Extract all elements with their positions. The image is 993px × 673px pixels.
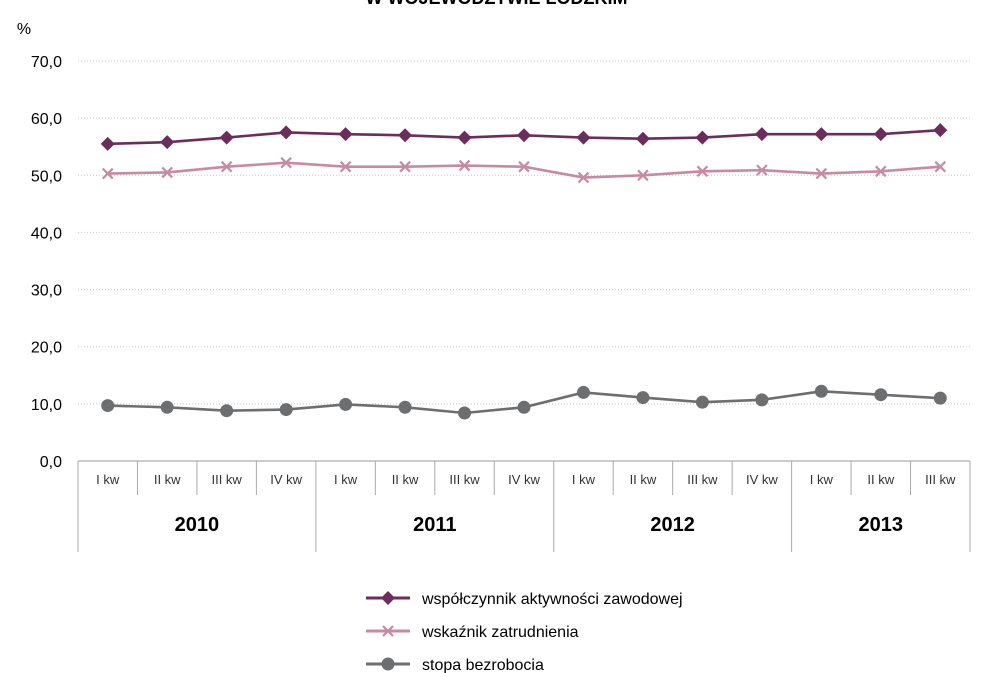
data-point	[695, 130, 710, 145]
legend-label: współczynnik aktywności zawodowej	[421, 591, 683, 608]
data-point	[101, 399, 115, 413]
y-tick-label: 60,0	[31, 111, 62, 128]
data-point	[576, 130, 591, 145]
legend-item: wskaźnik zatrudnienia	[366, 624, 579, 641]
legend-label: stopa bezrobocia	[422, 657, 544, 673]
data-point	[339, 397, 353, 411]
data-point	[100, 136, 115, 151]
x-tick-label: I kw	[334, 472, 358, 487]
x-tick-label: III kw	[687, 472, 718, 487]
x-tick-label: I kw	[810, 472, 834, 487]
data-point	[635, 131, 650, 146]
legend-marker	[382, 625, 394, 637]
y-tick-label: 30,0	[31, 283, 62, 300]
x-tick-label: III kw	[925, 472, 956, 487]
y-axis-unit-label: %	[17, 21, 31, 38]
data-point	[220, 404, 234, 418]
data-point	[458, 406, 472, 420]
x-group-label: 2012	[650, 514, 695, 536]
legend-marker	[381, 657, 395, 671]
data-point	[933, 391, 947, 405]
chart-title: W WOJEWÓDZTWIE ŁÓDZKIM	[0, 0, 993, 9]
data-point	[636, 391, 650, 405]
series-2	[101, 156, 947, 184]
y-tick-label: 40,0	[31, 225, 62, 242]
data-point	[637, 169, 649, 182]
data-point	[934, 160, 947, 173]
series-1	[100, 123, 948, 151]
x-tick-label: II kw	[392, 472, 419, 487]
x-tick-label: IV kw	[508, 472, 540, 487]
series-lines	[100, 123, 948, 420]
data-point	[160, 135, 175, 150]
legend-item: współczynnik aktywności zawodowej	[366, 591, 683, 608]
series-3	[101, 384, 947, 420]
data-point	[160, 400, 174, 414]
data-point	[814, 384, 828, 398]
data-point	[873, 127, 888, 142]
data-point	[279, 125, 294, 140]
data-point	[874, 388, 888, 402]
y-tick-label: 0,0	[40, 454, 62, 471]
data-point	[576, 385, 590, 399]
x-group-label: 2010	[175, 514, 220, 536]
x-tick-label: IV kw	[746, 472, 778, 487]
y-axis-tick-labels: 0,0 10,0 20,0 30,0 40,0 50,0 60,0 70,0	[31, 54, 62, 471]
x-tick-label: II kw	[154, 472, 181, 487]
data-point	[577, 171, 590, 184]
x-tick-label: III kw	[449, 472, 480, 487]
data-point	[517, 128, 531, 143]
data-point	[279, 403, 293, 417]
data-point	[814, 127, 829, 142]
data-point	[338, 127, 353, 142]
data-point	[518, 160, 530, 173]
data-point	[755, 393, 769, 407]
legend: współczynnik aktywności zawodowej wskaźni…	[366, 591, 683, 673]
y-tick-label: 20,0	[31, 340, 62, 357]
data-point	[339, 160, 352, 173]
data-point	[815, 167, 828, 180]
x-tick-label: III kw	[211, 472, 242, 487]
data-point	[695, 395, 709, 409]
data-point	[280, 156, 292, 169]
data-point	[399, 160, 411, 173]
x-group-label: 2013	[859, 514, 904, 536]
data-point	[933, 123, 948, 138]
data-point	[696, 165, 709, 178]
data-point	[101, 167, 114, 180]
x-tick-label: I kw	[96, 472, 120, 487]
x-tick-label: II kw	[630, 472, 657, 487]
series-line	[107, 161, 941, 179]
y-tick-label: 10,0	[31, 397, 62, 414]
y-tick-label: 70,0	[31, 54, 62, 71]
legend-marker	[381, 591, 395, 605]
x-tick-label: IV kw	[270, 472, 302, 487]
legend-item: stopa bezrobocia	[366, 657, 544, 673]
data-point	[754, 127, 769, 142]
legend-label: wskaźnik zatrudnienia	[421, 624, 579, 641]
x-group-label: 2011	[413, 514, 456, 536]
data-point	[219, 130, 234, 145]
x-tick-label: II kw	[867, 472, 894, 487]
data-point	[517, 400, 531, 414]
data-point	[398, 400, 412, 414]
data-point	[875, 165, 887, 178]
x-tick-label: I kw	[572, 472, 596, 487]
data-point	[457, 130, 472, 145]
data-point	[756, 164, 768, 176]
data-point	[220, 160, 233, 173]
y-tick-label: 50,0	[31, 168, 62, 185]
data-point	[398, 128, 413, 143]
data-point	[161, 166, 173, 179]
x-axis: I kw II kw III kw IV kw I kw II kw III kw IV kw…	[77, 460, 971, 552]
data-point	[458, 159, 471, 172]
